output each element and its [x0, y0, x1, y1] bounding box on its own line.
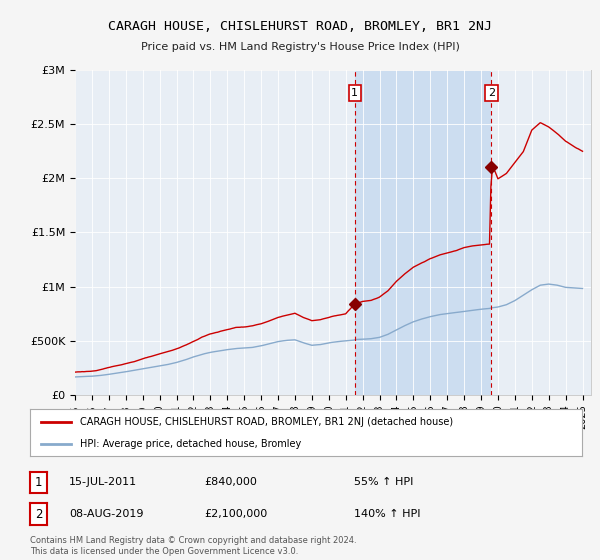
Text: £2,100,000: £2,100,000 [204, 509, 267, 519]
Text: £840,000: £840,000 [204, 477, 257, 487]
Text: 2: 2 [488, 88, 495, 98]
Text: Contains HM Land Registry data © Crown copyright and database right 2024.
This d: Contains HM Land Registry data © Crown c… [30, 536, 356, 556]
Text: CARAGH HOUSE, CHISLEHURST ROAD, BROMLEY, BR1 2NJ: CARAGH HOUSE, CHISLEHURST ROAD, BROMLEY,… [108, 20, 492, 32]
Text: Price paid vs. HM Land Registry's House Price Index (HPI): Price paid vs. HM Land Registry's House … [140, 42, 460, 52]
Text: HPI: Average price, detached house, Bromley: HPI: Average price, detached house, Brom… [80, 438, 301, 449]
Text: 08-AUG-2019: 08-AUG-2019 [69, 509, 143, 519]
Text: 15-JUL-2011: 15-JUL-2011 [69, 477, 137, 487]
Text: 55% ↑ HPI: 55% ↑ HPI [354, 477, 413, 487]
Text: 140% ↑ HPI: 140% ↑ HPI [354, 509, 421, 519]
Text: 2: 2 [35, 507, 42, 521]
Text: 1: 1 [35, 475, 42, 489]
Text: CARAGH HOUSE, CHISLEHURST ROAD, BROMLEY, BR1 2NJ (detached house): CARAGH HOUSE, CHISLEHURST ROAD, BROMLEY,… [80, 417, 453, 427]
Bar [355, 70, 491, 395]
Text: 1: 1 [352, 88, 358, 98]
